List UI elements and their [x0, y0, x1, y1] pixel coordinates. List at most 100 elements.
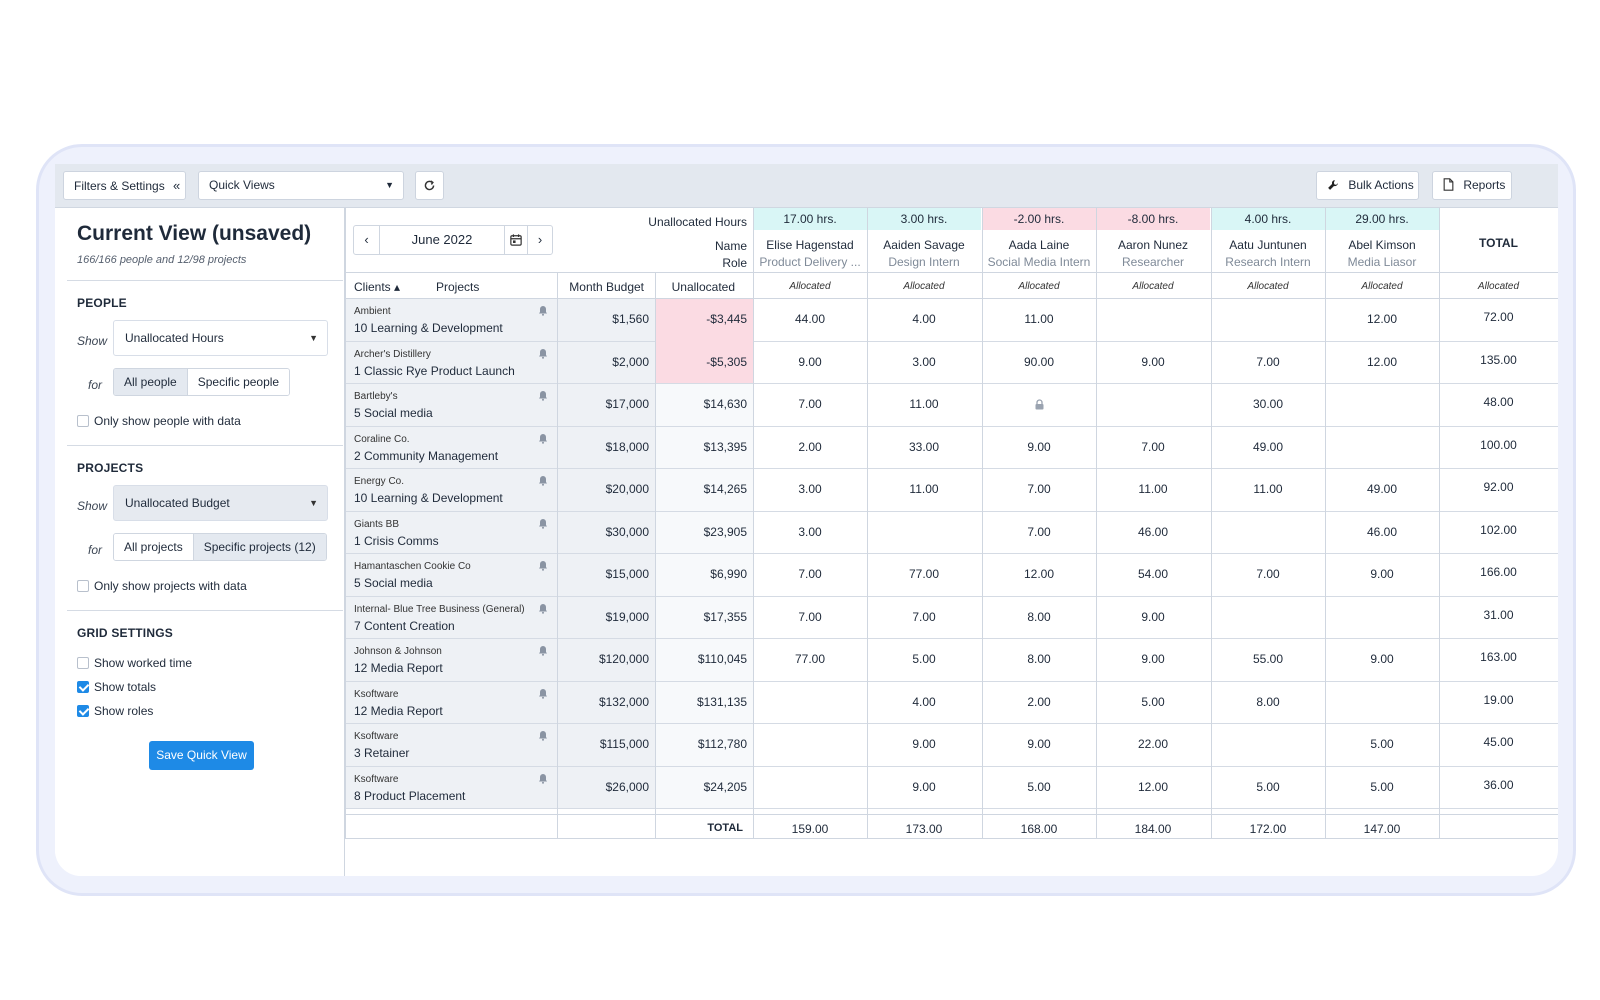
allocation-cell[interactable]: 3.00	[798, 482, 822, 496]
project-name[interactable]: 10 Learning & Development	[354, 321, 503, 335]
allocation-cell[interactable]: 8.00	[1256, 694, 1280, 709]
allocation-cell[interactable]: 11.00	[1024, 312, 1054, 326]
calendar-button[interactable]	[504, 226, 528, 254]
allocation-cell[interactable]: 9.00	[1370, 567, 1394, 581]
allocation-cell[interactable]: 5.00	[1256, 779, 1280, 794]
allocation-cell[interactable]: 12.00	[1137, 779, 1169, 794]
bell-icon[interactable]	[538, 305, 548, 316]
allocation-cell[interactable]: 77.00	[908, 567, 940, 581]
bell-icon[interactable]	[538, 348, 548, 359]
show-totals-checkbox[interactable]: Show totals	[77, 680, 156, 694]
specific-projects-option[interactable]: Specific projects (12)	[192, 534, 326, 560]
person-name[interactable]: Aatu Juntunen	[1229, 238, 1307, 252]
checkbox-checked[interactable]	[77, 681, 89, 693]
reports-button[interactable]: Reports	[1432, 171, 1512, 200]
allocation-cell[interactable]: 9.00	[1141, 652, 1165, 666]
allocation-cell[interactable]: 9.00	[912, 737, 936, 751]
projects-show-select[interactable]: Unallocated Budget ▼	[113, 485, 328, 521]
allocation-cell[interactable]: 7.00	[798, 397, 822, 411]
allocation-cell[interactable]: 46.00	[1366, 524, 1398, 539]
quick-views-dropdown[interactable]: Quick Views ▼	[198, 171, 404, 200]
allocation-cell[interactable]: 11.00	[1138, 482, 1168, 496]
person-name[interactable]: Abel Kimson	[1348, 238, 1416, 252]
checkbox-unchecked[interactable]	[77, 415, 89, 427]
allocation-cell[interactable]: 11.00	[909, 482, 939, 496]
allocation-cell[interactable]: 9.00	[1027, 439, 1051, 454]
allocation-cell[interactable]: 7.00	[912, 609, 936, 624]
bell-icon[interactable]	[538, 560, 548, 571]
bell-icon[interactable]	[538, 433, 548, 444]
allocation-cell[interactable]: 5.00	[1027, 779, 1051, 794]
allocation-cell[interactable]: 33.00	[908, 439, 940, 454]
allocation-cell[interactable]: 8.00	[1027, 609, 1051, 624]
allocation-cell[interactable]: 44.00	[794, 312, 826, 326]
bulk-actions-button[interactable]: Bulk Actions	[1316, 171, 1419, 200]
person-name[interactable]: Aada Laine	[1008, 238, 1070, 252]
allocation-cell[interactable]: 30.00	[1252, 397, 1284, 411]
checkbox-checked[interactable]	[77, 705, 89, 717]
allocation-cell[interactable]: 5.00	[1370, 737, 1394, 751]
allocation-cell[interactable]: 11.00	[1253, 482, 1283, 496]
bell-icon[interactable]	[538, 688, 548, 699]
project-name[interactable]: 1 Crisis Comms	[354, 533, 439, 548]
project-name[interactable]: 5 Social media	[354, 576, 433, 590]
prev-month-button[interactable]: ‹	[354, 226, 380, 254]
people-show-select[interactable]: Unallocated Hours ▼	[113, 320, 328, 356]
next-month-button[interactable]: ›	[528, 226, 552, 254]
project-name[interactable]: 12 Media Report	[354, 703, 443, 718]
allocation-cell[interactable]: 8.00	[1027, 652, 1051, 666]
all-projects-option[interactable]: All projects	[114, 534, 193, 560]
allocation-cell[interactable]: 54.00	[1137, 567, 1169, 581]
bell-icon[interactable]	[538, 645, 548, 656]
allocation-cell[interactable]: 11.00	[909, 397, 939, 411]
bell-icon[interactable]	[538, 730, 548, 741]
checkbox-unchecked[interactable]	[77, 657, 89, 669]
save-quick-view-button[interactable]: Save Quick View	[149, 741, 254, 770]
allocation-cell[interactable]: 7.00	[1256, 354, 1280, 369]
project-name[interactable]: 10 Learning & Development	[354, 491, 503, 505]
allocation-cell[interactable]: 12.00	[1023, 567, 1055, 581]
allocation-cell[interactable]: 49.00	[1252, 439, 1284, 454]
allocation-cell[interactable]: 2.00	[1027, 694, 1051, 709]
allocation-cell[interactable]: 7.00	[798, 609, 822, 624]
clients-sort-header[interactable]: Clients ▴	[354, 280, 401, 294]
bell-icon[interactable]	[538, 475, 548, 486]
allocation-cell[interactable]: 22.00	[1137, 737, 1169, 751]
allocation-cell[interactable]: 55.00	[1252, 652, 1284, 666]
project-name[interactable]: 2 Community Management	[354, 448, 499, 463]
allocation-cell[interactable]: 4.00	[912, 694, 936, 709]
person-name[interactable]: Aaiden Savage	[883, 238, 965, 252]
only-people-with-data-checkbox[interactable]: Only show people with data	[77, 414, 241, 428]
allocation-cell[interactable]: 7.00	[798, 567, 822, 581]
allocation-cell[interactable]: 9.00	[1370, 652, 1394, 666]
refresh-button[interactable]	[415, 171, 444, 200]
project-name[interactable]: 12 Media Report	[354, 661, 443, 675]
specific-people-option[interactable]: Specific people	[186, 369, 290, 395]
only-projects-with-data-checkbox[interactable]: Only show projects with data	[77, 579, 247, 593]
allocation-cell[interactable]: 9.00	[1027, 737, 1051, 751]
allocation-cell[interactable]: 3.00	[912, 354, 936, 369]
allocation-cell[interactable]: 5.00	[912, 652, 936, 666]
allocation-cell[interactable]: 12.00	[1366, 354, 1398, 369]
allocation-cell[interactable]: 7.00	[1027, 482, 1051, 496]
show-worked-time-checkbox[interactable]: Show worked time	[77, 656, 192, 670]
bell-icon[interactable]	[538, 773, 548, 784]
checkbox-unchecked[interactable]	[77, 580, 89, 592]
allocation-cell[interactable]: 9.00	[1141, 609, 1165, 624]
filters-settings-button[interactable]: Filters & Settings «	[63, 171, 186, 200]
bell-icon[interactable]	[538, 390, 548, 401]
allocation-cell[interactable]: 7.00	[1141, 439, 1165, 454]
allocation-cell[interactable]: 90.00	[1023, 354, 1055, 369]
bell-icon[interactable]	[538, 518, 548, 529]
project-name[interactable]: 1 Classic Rye Product Launch	[354, 363, 515, 378]
allocation-cell[interactable]: 77.00	[794, 652, 826, 666]
project-name[interactable]: 3 Retainer	[354, 746, 410, 760]
person-name[interactable]: Elise Hagenstad	[766, 238, 854, 252]
show-roles-checkbox[interactable]: Show roles	[77, 704, 153, 718]
project-name[interactable]: 8 Product Placement	[354, 788, 466, 803]
allocation-cell[interactable]: 4.00	[912, 312, 936, 326]
allocation-cell[interactable]: 5.00	[1141, 694, 1165, 709]
allocation-cell[interactable]: 9.00	[1141, 354, 1165, 369]
allocation-cell[interactable]: 9.00	[912, 779, 936, 794]
allocation-cell[interactable]: 2.00	[798, 439, 822, 454]
